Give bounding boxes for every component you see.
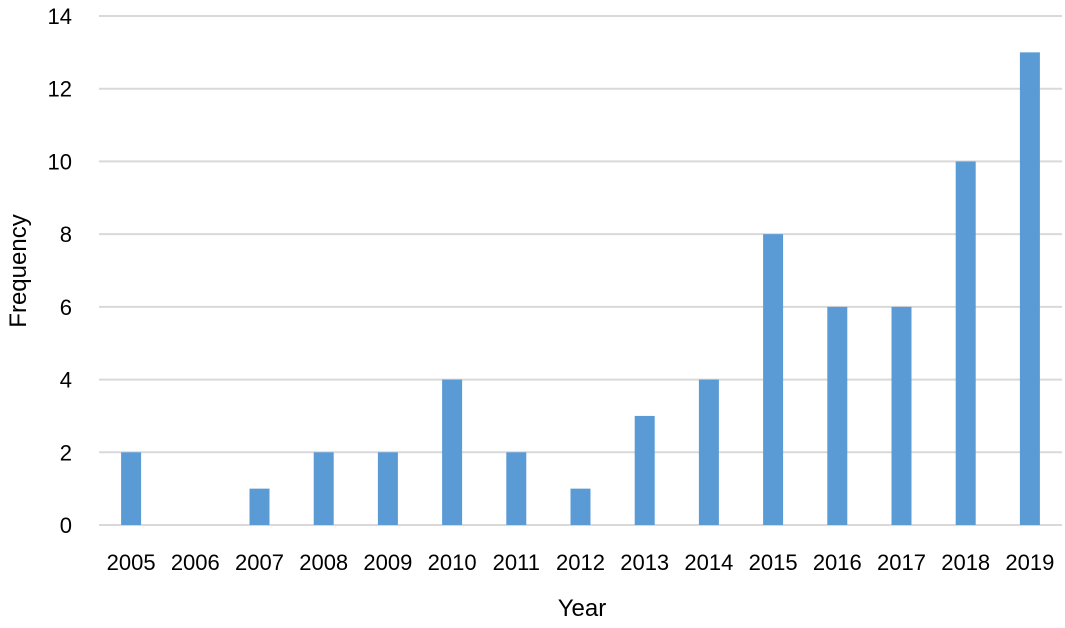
bar-2016 xyxy=(827,306,848,525)
y-tick-label: 8 xyxy=(60,222,72,247)
x-tick-label: 2013 xyxy=(620,550,669,575)
bar-2017 xyxy=(891,306,912,525)
y-tick-label: 4 xyxy=(60,368,72,393)
bar-2018 xyxy=(955,161,976,525)
x-tick-label: 2019 xyxy=(1005,550,1054,575)
y-tick-label: 14 xyxy=(48,4,72,29)
y-axis-title: Frequency xyxy=(5,214,32,327)
x-tick-label: 2014 xyxy=(684,550,733,575)
y-tick-label: 0 xyxy=(60,513,72,538)
x-tick-label: 2017 xyxy=(877,550,926,575)
bar-2008 xyxy=(313,452,334,525)
x-tick-label: 2011 xyxy=(493,550,540,575)
bar-2010 xyxy=(442,379,463,525)
x-tick-label: 2015 xyxy=(749,550,798,575)
x-tick-label: 2016 xyxy=(813,550,862,575)
bars xyxy=(121,52,1040,525)
x-tick-label: 2008 xyxy=(299,550,348,575)
bar-2009 xyxy=(377,452,398,525)
bar-2011 xyxy=(506,452,527,525)
y-tick-label: 6 xyxy=(60,295,72,320)
bar-2013 xyxy=(634,415,655,525)
y-tick-label: 12 xyxy=(48,77,72,102)
bar-2015 xyxy=(763,234,784,525)
x-tick-label: 2006 xyxy=(171,550,220,575)
bar-2019 xyxy=(1019,52,1040,525)
y-tick-label: 10 xyxy=(48,149,72,174)
x-tick-label: 2012 xyxy=(556,550,605,575)
bar-2005 xyxy=(121,452,142,525)
x-tick-labels: 2005 2006 2007 2008 2009 2010 2011 2012 2013 2014… xyxy=(107,550,1055,575)
bar-2007 xyxy=(249,488,270,525)
x-tick-label: 2005 xyxy=(107,550,156,575)
x-tick-label: 2010 xyxy=(428,550,477,575)
x-axis-title: Year xyxy=(558,595,607,622)
y-tick-labels: 0 2 4 6 8 10 12 14 xyxy=(48,4,72,538)
x-tick-label: 2018 xyxy=(941,550,990,575)
x-tick-label: 2009 xyxy=(363,550,412,575)
y-tick-label: 2 xyxy=(60,440,72,465)
gridlines xyxy=(99,15,1062,526)
bar-2012 xyxy=(570,488,591,525)
bar-2014 xyxy=(698,379,719,525)
x-tick-label: 2007 xyxy=(235,550,284,575)
